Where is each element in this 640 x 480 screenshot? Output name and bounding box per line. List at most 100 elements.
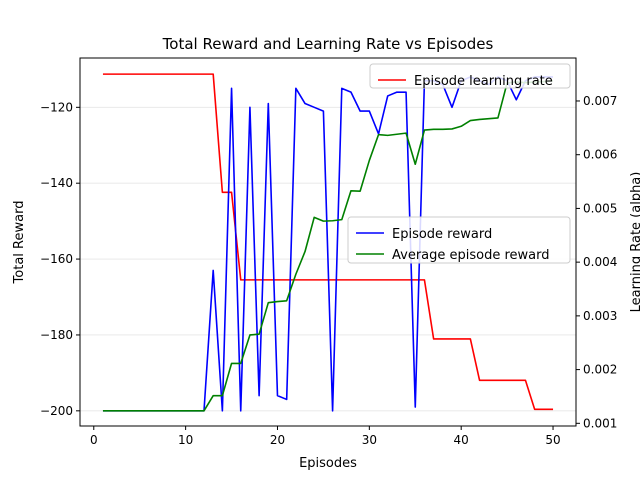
data-point [221, 191, 223, 193]
data-point [276, 279, 278, 281]
data-point [423, 129, 425, 131]
data-point [304, 279, 306, 281]
y-right-tick-label: 0.004 [583, 255, 617, 269]
y-right-tick-label: 0.007 [583, 94, 617, 108]
legend-label: Average episode reward [392, 248, 550, 263]
data-point [387, 279, 389, 281]
data-point [451, 106, 453, 108]
data-point [295, 279, 297, 281]
data-point [240, 362, 242, 364]
data-point [396, 279, 398, 281]
data-point [341, 219, 343, 221]
data-point [414, 163, 416, 165]
data-point [249, 334, 251, 336]
data-point [258, 395, 260, 397]
data-point [313, 279, 315, 281]
data-point [387, 134, 389, 136]
legend-learning-rate: Episode learning rate [369, 63, 571, 89]
data-point [488, 379, 490, 381]
data-point [479, 118, 481, 120]
data-point [120, 410, 122, 412]
legend-frame [347, 216, 571, 264]
y-left-tick-label: −200 [40, 404, 73, 418]
y-right-tick-label: 0.006 [583, 148, 617, 162]
data-point [203, 410, 205, 412]
y-right-axis-label: Learning Rate (alpha) [629, 172, 640, 313]
data-point [276, 301, 278, 303]
data-point [442, 338, 444, 340]
x-tick-label: 0 [90, 433, 98, 447]
data-point [194, 410, 196, 412]
y-right-tick-label: 0.002 [583, 363, 617, 377]
data-point [286, 398, 288, 400]
legend-label: Episode reward [392, 227, 492, 242]
y-right-tick-label: 0.005 [583, 201, 617, 215]
data-point [460, 125, 462, 127]
axis-layer: 0 10 20 30 40 50 −200 −180 −160 −140 −120 0.001 0.00… [40, 94, 617, 447]
data-point [405, 279, 407, 281]
data-point [378, 134, 380, 136]
data-point [469, 338, 471, 340]
data-point [295, 273, 297, 275]
x-axis-label: Episodes [299, 456, 357, 471]
data-point [534, 408, 536, 410]
data-point [341, 279, 343, 281]
data-point [350, 279, 352, 281]
data-point [130, 410, 132, 412]
y-left-tick-label: −160 [40, 252, 73, 266]
data-point [166, 73, 168, 75]
data-point [359, 190, 361, 192]
data-point [166, 410, 168, 412]
data-point [552, 408, 554, 410]
data-point [332, 220, 334, 222]
data-point [185, 73, 187, 75]
data-point [221, 395, 223, 397]
data-point [139, 73, 141, 75]
data-point [157, 73, 159, 75]
x-tick-label: 50 [545, 433, 560, 447]
data-point [332, 410, 334, 412]
data-point [267, 279, 269, 281]
data-point [139, 410, 141, 412]
data-point [267, 103, 269, 105]
data-point [451, 338, 453, 340]
data-point [405, 91, 407, 93]
data-point [102, 410, 104, 412]
data-point [240, 279, 242, 281]
data-point [442, 128, 444, 130]
data-point [350, 91, 352, 93]
data-point [249, 279, 251, 281]
data-point [286, 279, 288, 281]
data-point [322, 110, 324, 112]
data-point [387, 95, 389, 97]
y-left-tick-label: −120 [40, 100, 73, 114]
data-point [322, 220, 324, 222]
data-point [433, 128, 435, 130]
data-point [332, 279, 334, 281]
data-point [414, 279, 416, 281]
series-line-average-episode-reward [102, 79, 554, 412]
data-point [368, 110, 370, 112]
data-point [212, 395, 214, 397]
data-point [396, 133, 398, 135]
data-point [378, 279, 380, 281]
data-point [497, 117, 499, 119]
x-tick-label: 10 [178, 433, 193, 447]
data-point [368, 279, 370, 281]
data-point [433, 338, 435, 340]
data-point [423, 279, 425, 281]
data-point [322, 279, 324, 281]
data-point [258, 333, 260, 335]
data-point [405, 132, 407, 134]
data-point [359, 110, 361, 112]
data-point [469, 120, 471, 122]
x-tick-label: 20 [270, 433, 285, 447]
data-point [515, 379, 517, 381]
data-point [258, 279, 260, 281]
data-point [460, 338, 462, 340]
data-point [313, 106, 315, 108]
data-point [451, 128, 453, 130]
data-point [231, 362, 233, 364]
data-point [414, 406, 416, 408]
data-point [185, 410, 187, 412]
